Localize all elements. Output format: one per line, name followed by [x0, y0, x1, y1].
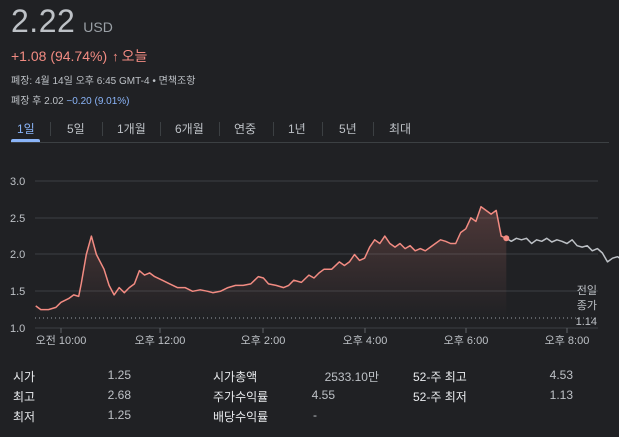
stat-value-52w-low: 1.13: [549, 388, 573, 402]
tab-ytd[interactable]: 연중: [234, 122, 257, 136]
tab-5d[interactable]: 5일: [67, 122, 85, 136]
stat-label-pe-ratio: 주가수익률: [213, 390, 269, 404]
stat-value-high: 2.68: [107, 388, 131, 402]
stat-label-high: 최고: [13, 390, 36, 404]
tab-1d[interactable]: 1일: [17, 122, 35, 136]
stat-label-low: 최저: [13, 410, 36, 424]
price-change-row: +1.08 (94.74%) ↑ 오늘: [11, 46, 147, 66]
close-point-marker: [503, 235, 510, 242]
stat-label-52w-low: 52-주 최저: [413, 390, 467, 404]
after-hours-price: 폐장 후 2.02: [11, 96, 64, 107]
y-tick-2-5: 2.5: [10, 213, 25, 225]
price-chart[interactable]: 3.0 2.5 2.0 1.5 1.0 전일 종가 1.14 오전 10:00 …: [0, 165, 619, 350]
after-hours-change: −0.20 (9.01%): [66, 96, 130, 107]
x-tick-label: 오전 10:00: [36, 334, 87, 347]
active-tab-indicator: [11, 139, 40, 142]
x-tick-label: 오후 4:00: [343, 334, 388, 347]
stat-value-market-cap: 2533.10만: [324, 370, 379, 384]
y-tick-3-0: 3.0: [10, 176, 25, 188]
prev-close-label-1: 전일: [577, 283, 597, 297]
price-change: +1.08 (94.74%): [11, 48, 108, 64]
x-tick-label: 오후 2:00: [241, 334, 286, 347]
after-hours-info: 폐장 후 2.02 −0.20 (9.01%): [11, 92, 130, 107]
regular-session-area: [35, 206, 507, 318]
tab-max[interactable]: 최대: [389, 122, 412, 136]
range-tabs: 1일 5일 1개월 6개월 연중 1년 5년 최대: [0, 116, 619, 142]
tabs-divider: [11, 142, 609, 143]
stat-value-pe-ratio: 4.55: [311, 388, 335, 402]
currency-label: USD: [83, 19, 113, 35]
prev-close-value: 1.14: [576, 316, 597, 328]
x-tick-label: 오후 6:00: [444, 334, 489, 347]
prev-close-label-2: 종가: [577, 299, 597, 312]
stat-value-dividend-yield: -: [313, 408, 317, 422]
regular-session-line: [35, 205, 507, 311]
stat-label-dividend-yield: 배당수익률: [213, 410, 269, 424]
current-price: 2.22: [11, 3, 76, 39]
tab-1y[interactable]: 1년: [288, 122, 306, 136]
tab-5y[interactable]: 5년: [339, 122, 357, 136]
x-tick-label: 오후 8:00: [545, 334, 590, 347]
stat-label-market-cap: 시가총액: [213, 370, 258, 384]
stat-label-52w-high: 52-주 최고: [413, 370, 467, 384]
after-hours-line: [505, 237, 619, 263]
x-axis: [60, 328, 568, 333]
market-closed-info: 폐장: 4월 14일 오후 6:45 GMT-4 • 면책조항: [11, 76, 196, 87]
y-tick-1-0: 1.0: [10, 323, 25, 335]
stat-value-52w-high: 4.53: [549, 368, 573, 382]
x-tick-label: 오후 12:00: [135, 334, 186, 347]
y-tick-1-5: 1.5: [10, 286, 25, 298]
stat-value-low: 1.25: [107, 408, 131, 422]
arrow-up-icon: ↑: [112, 48, 119, 64]
tab-1m[interactable]: 1개월: [117, 122, 146, 136]
stat-value-open: 1.25: [107, 368, 131, 382]
change-period: 오늘: [121, 48, 148, 64]
tab-6m[interactable]: 6개월: [175, 122, 204, 136]
stat-label-open: 시가: [13, 370, 36, 384]
y-tick-2-0: 2.0: [10, 249, 25, 261]
price-row: 2.22 USD: [11, 3, 113, 40]
